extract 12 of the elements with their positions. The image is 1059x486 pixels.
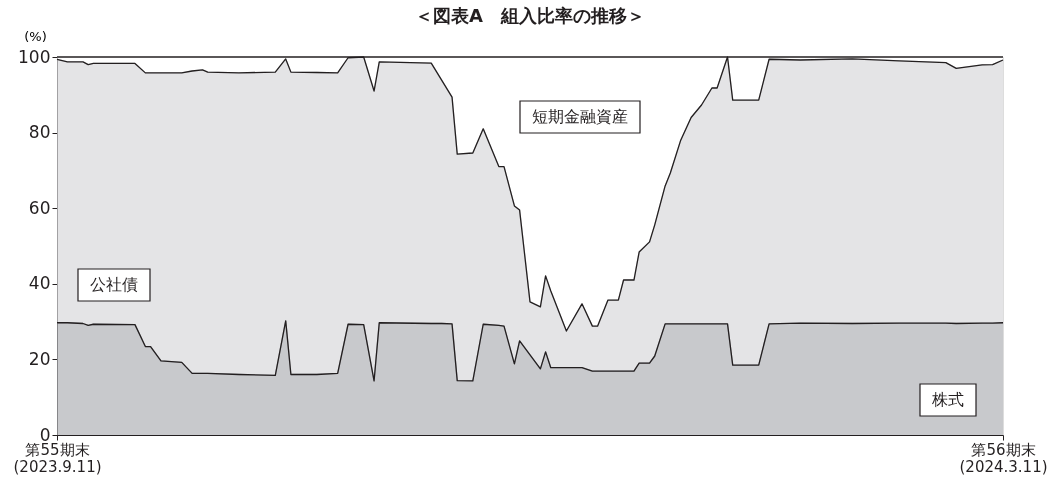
chart-title: ＜図表A 組入比率の推移＞ [415,5,645,26]
y-tick-label: 100 [18,46,51,67]
series-label: 短期金融資産 [532,107,628,126]
x-tick-label: 第56期末 (2024.3.11) [959,440,1048,476]
y-axis-title: (%) [24,28,47,44]
series-label: 公社債 [90,275,138,294]
x-tick-label: 第55期末 (2023.9.11) [13,440,102,476]
y-tick-label: 20 [28,348,51,369]
series-label: 株式 [931,390,964,409]
y-tick-label: 40 [28,273,51,294]
y-tick-label: 60 [28,197,51,218]
y-tick-label: 80 [28,122,51,143]
